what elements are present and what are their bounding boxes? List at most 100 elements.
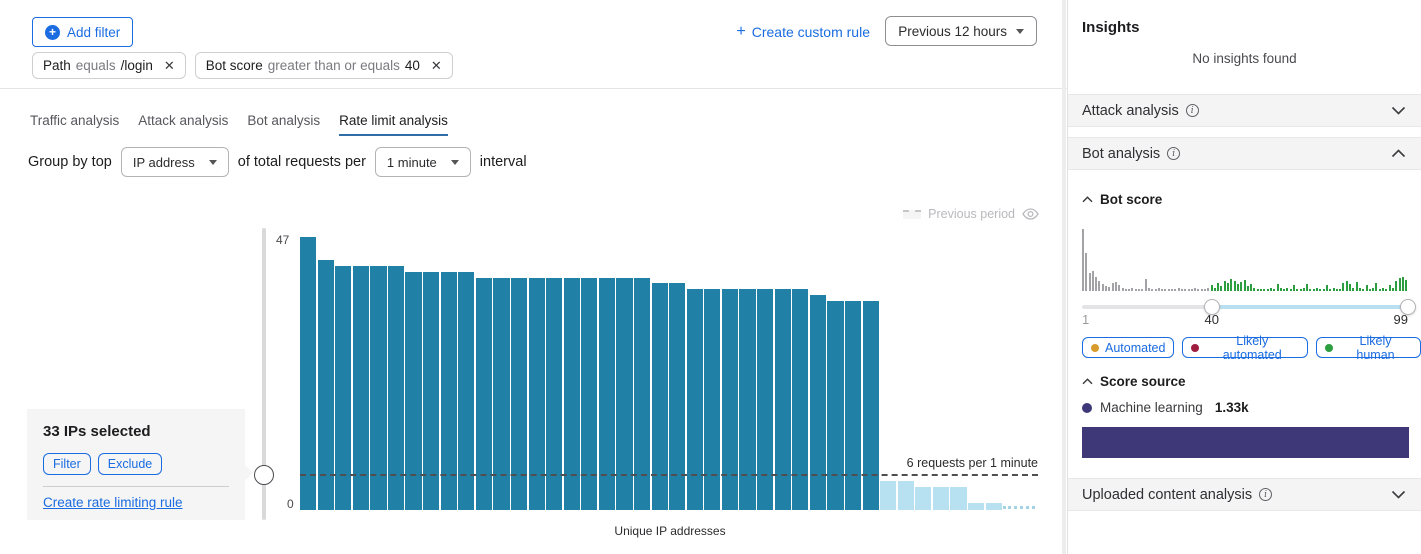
selected-ip-bar[interactable] (563, 277, 580, 510)
score-40-to-99-bar (1220, 286, 1223, 291)
selected-ip-bar[interactable] (862, 300, 879, 510)
legend-chip-likely-human[interactable]: Likely human (1316, 334, 1421, 362)
selected-ip-bar[interactable] (300, 237, 317, 510)
tab-bot-analysis[interactable]: Bot analysis (247, 113, 321, 128)
close-icon[interactable]: ✕ (430, 58, 442, 73)
tab-traffic-analysis[interactable]: Traffic analysis (30, 113, 120, 128)
selected-ip-bar[interactable] (633, 277, 651, 510)
bot-score-legend: Automated Likely automated Likely human (1082, 334, 1421, 362)
chevron-up-icon (1082, 196, 1093, 203)
selected-ip-bar[interactable] (704, 289, 721, 510)
selected-ip-bar[interactable] (792, 289, 809, 510)
score-below-40-bar (1184, 289, 1187, 291)
selected-ip-bar[interactable] (809, 295, 826, 510)
selected-ip-bar[interactable] (352, 266, 369, 510)
section-bot-analysis[interactable]: Bot analysis i (1068, 137, 1421, 170)
selected-ip-bar[interactable] (335, 266, 352, 510)
legend-chip-automated[interactable]: Automated (1082, 337, 1175, 358)
selected-ip-bar[interactable] (844, 300, 862, 510)
selected-ip-bar[interactable] (405, 271, 422, 510)
info-icon[interactable]: i (1185, 104, 1199, 117)
score-source-subheader[interactable]: Score source (1082, 374, 1186, 389)
below-threshold-ip-bar[interactable] (897, 480, 914, 510)
selected-ip-bar[interactable] (616, 277, 633, 510)
selected-ip-bar[interactable] (317, 260, 334, 510)
interval-select[interactable]: 1 minute (374, 147, 471, 177)
selected-ip-bar[interactable] (598, 277, 616, 510)
score-40-to-99-bar (1355, 282, 1358, 291)
info-icon[interactable]: i (1167, 147, 1181, 160)
eye-icon[interactable] (1022, 208, 1039, 220)
create-custom-rule-label: Create custom rule (751, 24, 870, 40)
selected-ip-bar[interactable] (757, 289, 774, 510)
legend-chip-likely-automated[interactable]: Likely automated (1182, 334, 1309, 362)
selected-ip-bar[interactable] (721, 289, 739, 510)
create-rate-limiting-rule-link[interactable]: Create rate limiting rule (43, 495, 183, 510)
selected-ip-bar[interactable] (493, 277, 510, 510)
chip-operator: greater than or equals (267, 58, 400, 73)
score-below-40-bar (1180, 289, 1183, 291)
selected-ip-bar[interactable] (827, 300, 844, 510)
score-below-40-bar (1114, 282, 1117, 291)
threshold-slider-handle[interactable] (254, 465, 274, 485)
selected-ip-bar[interactable] (440, 271, 457, 510)
previous-period-toggle[interactable]: Previous period (903, 207, 1039, 221)
score-40-to-99-bar (1345, 281, 1348, 291)
selected-ip-bar[interactable] (423, 271, 440, 510)
selected-ip-bar[interactable] (774, 289, 791, 510)
info-icon[interactable]: i (1259, 488, 1273, 501)
selected-ip-bar[interactable] (581, 277, 598, 510)
score-40-to-99-bar (1362, 289, 1365, 291)
score-40-to-99-bar (1319, 289, 1322, 291)
selected-ip-bar[interactable] (510, 277, 528, 510)
y-axis-tick-max: 47 (276, 233, 290, 247)
score-40-to-99-bar (1217, 283, 1220, 291)
below-threshold-ip-bar[interactable] (880, 480, 897, 510)
slider-handle-max[interactable] (1400, 299, 1416, 315)
filter-button[interactable]: Filter (43, 453, 91, 475)
filter-chip-bot-score[interactable]: Bot score greater than or equals 40 ✕ (194, 52, 453, 79)
exclude-button[interactable]: Exclude (97, 453, 163, 475)
bot-score-subheader[interactable]: Bot score (1082, 192, 1162, 207)
close-icon[interactable]: ✕ (163, 58, 175, 73)
below-threshold-ip-bar[interactable] (985, 503, 1002, 510)
bot-score-title: Bot score (1100, 192, 1163, 207)
time-range-dropdown[interactable]: Previous 12 hours (885, 16, 1037, 46)
selected-ip-bar[interactable] (528, 277, 545, 510)
section-uploaded-content-analysis[interactable]: Uploaded content analysis i (1068, 478, 1421, 511)
score-40-to-99-bar (1240, 282, 1243, 291)
selected-ip-bar[interactable] (458, 271, 475, 510)
selected-ip-bar[interactable] (370, 266, 387, 510)
selected-ip-bar[interactable] (475, 277, 492, 510)
score-40-to-99-bar (1260, 289, 1263, 291)
scrollbar-track[interactable] (1062, 0, 1066, 554)
selected-ip-bar[interactable] (546, 277, 563, 510)
score-source-bar[interactable] (1082, 427, 1409, 458)
selected-ip-bar[interactable] (739, 289, 756, 510)
tab-rate-limit-analysis[interactable]: Rate limit analysis (339, 113, 448, 136)
tab-attack-analysis[interactable]: Attack analysis (138, 113, 229, 128)
score-below-40-bar (1118, 285, 1121, 291)
threshold-slider-track[interactable] (262, 228, 266, 520)
add-filter-button[interactable]: + Add filter (32, 17, 134, 47)
section-attack-analysis[interactable]: Attack analysis i (1068, 94, 1421, 127)
score-40-to-99-bar (1358, 288, 1361, 291)
slider-handle-min[interactable] (1203, 299, 1220, 315)
dimension-select[interactable]: IP address (120, 147, 229, 177)
filter-chip-path[interactable]: Path equals /login ✕ (32, 52, 186, 79)
slider-selected-range[interactable] (1211, 305, 1408, 309)
score-below-40-bar (1124, 289, 1127, 291)
below-threshold-ip-bar[interactable] (915, 486, 932, 510)
below-threshold-ip-bar[interactable] (950, 486, 967, 510)
selected-ip-bar[interactable] (651, 283, 668, 510)
below-threshold-ip-bar[interactable] (967, 503, 985, 510)
selected-ip-bar[interactable] (686, 289, 703, 510)
score-40-to-99-bar (1279, 288, 1282, 291)
below-threshold-ip-bar[interactable] (932, 486, 949, 510)
score-40-to-99-bar (1352, 288, 1355, 291)
selected-ip-bar[interactable] (387, 266, 405, 510)
score-40-to-99-bar (1223, 281, 1226, 291)
score-below-40-bar (1161, 289, 1164, 291)
selected-ip-bar[interactable] (669, 283, 686, 510)
create-custom-rule-link[interactable]: + Create custom rule (736, 24, 870, 41)
